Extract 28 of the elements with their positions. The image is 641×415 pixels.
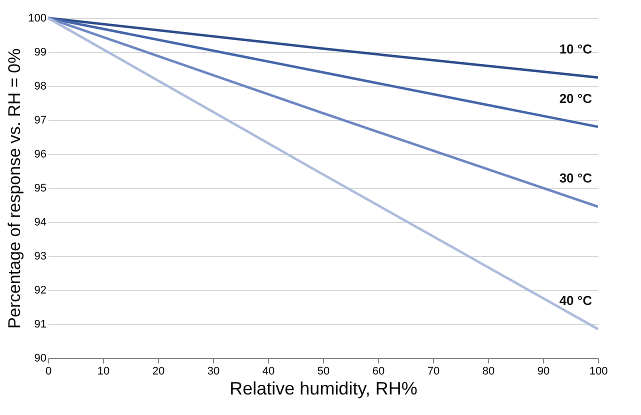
series-label: 30 °C — [559, 170, 593, 186]
series-label: 10 °C — [559, 42, 593, 56]
y-tick-label: 92 — [34, 284, 46, 296]
x-tick-label: 20 — [152, 366, 165, 378]
x-tick-label: 10 — [97, 366, 110, 378]
y-tick-label: 100 — [28, 12, 46, 24]
x-tick-label: 50 — [317, 366, 330, 378]
y-tick-label: 90 — [34, 352, 46, 364]
x-tick-label: 80 — [482, 366, 495, 378]
y-tick-label: 93 — [34, 250, 46, 262]
y-tick-label: 99 — [34, 46, 46, 58]
y-axis-title: Percentage of response vs. RH = 0% — [5, 48, 24, 329]
y-tick-label: 97 — [34, 114, 46, 126]
y-tick-label: 95 — [34, 182, 46, 194]
x-tick-label: 0 — [45, 366, 52, 378]
series-label: 20 °C — [559, 90, 593, 106]
x-axis-title: Relative humidity, RH% — [230, 378, 418, 398]
y-tick-label: 96 — [34, 148, 46, 160]
x-tick-label: 60 — [372, 366, 385, 378]
y-tick-label: 91 — [34, 318, 46, 330]
x-tick-label: 70 — [427, 366, 440, 378]
x-tick-label: 40 — [262, 366, 275, 378]
series-label: 40 °C — [559, 293, 593, 308]
y-tick-label: 94 — [34, 216, 46, 228]
y-tick-label: 98 — [34, 80, 46, 92]
x-tick-label: 30 — [207, 366, 220, 378]
x-tick-label: 90 — [537, 366, 550, 378]
x-tick-label: 100 — [589, 366, 608, 378]
